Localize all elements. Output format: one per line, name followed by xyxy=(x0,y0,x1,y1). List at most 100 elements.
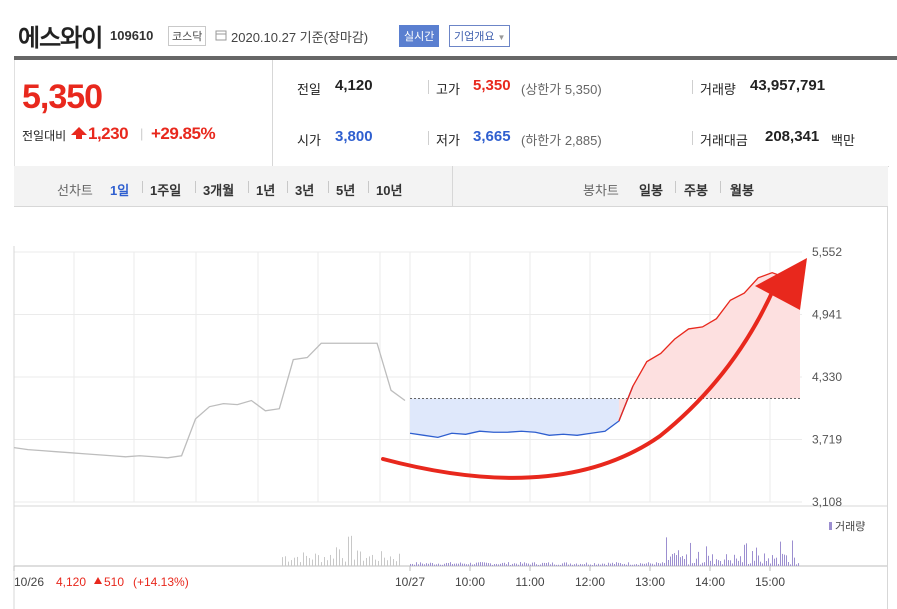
volume-bar xyxy=(606,564,607,566)
chart-lines xyxy=(13,271,802,459)
volume-bar xyxy=(718,560,719,566)
volume-bar xyxy=(566,562,567,566)
volume-bar xyxy=(474,564,475,566)
volume-bar xyxy=(500,563,501,566)
volume-bar xyxy=(330,554,331,566)
prev-day-price: 4,120 xyxy=(56,575,86,589)
volume-bar xyxy=(291,560,292,566)
volume-bar xyxy=(582,564,583,566)
volume-legend-swatch xyxy=(829,522,832,530)
volume-bar xyxy=(512,563,513,566)
volume-value: 43,957,791 xyxy=(750,77,826,94)
price-chart[interactable]: 5,552 4,941 4,330 3,719 3,108 거래량 10/26 10/27… xyxy=(0,206,897,609)
volume-bar xyxy=(780,541,781,566)
candle-weekly[interactable]: 주봉 xyxy=(684,183,708,198)
volume-bar xyxy=(742,562,743,566)
volume-bar xyxy=(624,563,625,566)
volume-bar xyxy=(574,564,575,566)
volume-bar xyxy=(788,562,789,566)
volume-bar xyxy=(706,546,707,566)
volume-bar xyxy=(650,563,651,566)
separator xyxy=(142,181,143,193)
trade-amount-value: 208,341 xyxy=(765,128,820,145)
volume-bar xyxy=(438,563,439,566)
prev-close-label: 전일 xyxy=(297,82,321,97)
volume-bar xyxy=(516,563,517,566)
candle-monthly[interactable]: 월봉 xyxy=(730,183,754,198)
volume-bar xyxy=(496,563,497,566)
volume-bar xyxy=(556,564,557,566)
volume-bar xyxy=(796,564,797,566)
volume-bar xyxy=(736,558,737,566)
period-1w[interactable]: 1주일 xyxy=(150,183,182,198)
volume-bar xyxy=(702,562,703,566)
volume-bar xyxy=(660,563,661,566)
volume-bar xyxy=(744,544,745,566)
volume-bar xyxy=(730,560,731,566)
volume-bar xyxy=(782,553,783,566)
realtime-button[interactable]: 실시간 xyxy=(399,25,440,47)
volume-bar xyxy=(588,564,589,566)
volume-bar xyxy=(384,557,385,566)
period-1y[interactable]: 1년 xyxy=(256,183,276,198)
y-tick-label: 4,330 xyxy=(812,370,842,384)
candle-daily[interactable]: 일봉 xyxy=(639,183,663,198)
volume-bar xyxy=(297,556,298,566)
volume-bar xyxy=(434,564,435,566)
volume-bar xyxy=(452,564,453,566)
volume-bar xyxy=(360,551,361,566)
volume-bar xyxy=(333,558,334,566)
volume-bar xyxy=(682,555,683,566)
volume-bar xyxy=(762,563,763,566)
volume-bar xyxy=(692,563,693,566)
period-5y[interactable]: 5년 xyxy=(336,183,356,198)
volume-bar xyxy=(532,562,533,566)
volume-bar xyxy=(746,543,747,566)
period-3y[interactable]: 3년 xyxy=(295,183,315,198)
volume-bar xyxy=(760,561,761,566)
trade-amount-label: 거래대금 xyxy=(700,133,748,148)
volume-bar xyxy=(720,561,721,566)
period-10y[interactable]: 10년 xyxy=(376,183,403,198)
volume-bar xyxy=(510,564,511,566)
volume-bar xyxy=(784,554,785,566)
volume-bar xyxy=(620,563,621,566)
x-tick-label: 10/26 xyxy=(14,575,44,589)
current-price: 5,350 xyxy=(22,78,103,116)
separator xyxy=(720,181,721,193)
company-overview-dropdown[interactable]: 기업개요 ▼ xyxy=(449,25,511,47)
volume-bar xyxy=(696,558,697,566)
volume-bar xyxy=(472,564,473,566)
volume-bar xyxy=(772,555,773,566)
volume-bar xyxy=(646,563,647,566)
y-tick-label: 3,108 xyxy=(812,495,842,509)
volume-bar xyxy=(514,563,515,566)
separator xyxy=(692,80,693,94)
volume-bar xyxy=(584,564,585,566)
volume-bar xyxy=(614,563,615,566)
chart-period-bar xyxy=(14,166,888,207)
volume-bar xyxy=(309,558,310,566)
x-tick-label: 13:00 xyxy=(635,575,665,589)
period-1d[interactable]: 1일 xyxy=(110,183,130,198)
volume-bar xyxy=(418,564,419,566)
volume-bar xyxy=(572,564,573,566)
period-3m[interactable]: 3개월 xyxy=(203,183,235,198)
volume-bar xyxy=(442,564,443,566)
volume-bar xyxy=(658,563,659,566)
volume-bar xyxy=(448,563,449,566)
volume-bar xyxy=(598,563,599,566)
x-axis-labels: 10/26 10/27 10:00 11:00 12:00 13:00 14:00 15:00… xyxy=(13,566,785,589)
volume-bar xyxy=(698,551,699,566)
volume-bar xyxy=(592,564,593,566)
volume-bar xyxy=(498,564,499,566)
volume-bar xyxy=(726,554,727,566)
upper-limit: (상한가 5,350) xyxy=(521,82,602,97)
up-triangle-icon xyxy=(94,577,102,584)
volume-bar xyxy=(604,563,605,566)
low-label: 저가 xyxy=(436,133,460,148)
volume-bar xyxy=(416,562,417,566)
volume-bar xyxy=(790,564,791,566)
volume-bar xyxy=(357,550,358,566)
volume-bar xyxy=(462,563,463,566)
